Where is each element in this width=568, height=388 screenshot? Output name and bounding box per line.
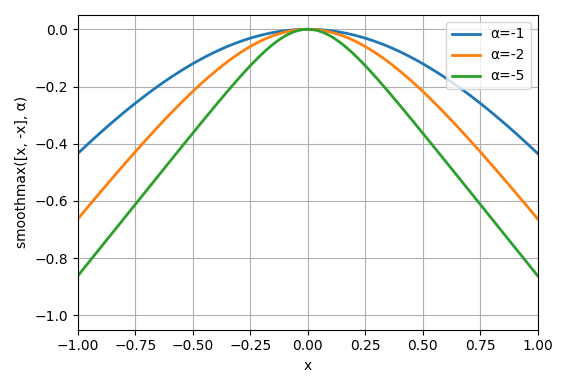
- α=-5: [304, 27, 311, 32]
- α=-2: [452, 122, 459, 127]
- α=-5: [534, 274, 541, 278]
- Line: α=-1: α=-1: [78, 29, 538, 153]
- α=-2: [524, 204, 531, 209]
- α=-1: [74, 151, 81, 156]
- α=-5: [324, 32, 331, 37]
- X-axis label: x: x: [304, 359, 312, 373]
- α=-5: [452, 171, 459, 176]
- Legend: α=-1, α=-2, α=-5: α=-1, α=-2, α=-5: [446, 22, 531, 89]
- Line: α=-2: α=-2: [78, 29, 538, 219]
- Line: α=-5: α=-5: [78, 29, 538, 276]
- α=-5: [349, 50, 356, 55]
- α=-5: [74, 274, 81, 278]
- α=-1: [304, 27, 311, 32]
- α=-1: [524, 142, 531, 146]
- α=-2: [534, 217, 541, 221]
- α=-5: [295, 28, 302, 33]
- α=-1: [295, 27, 302, 32]
- α=-5: [524, 261, 531, 265]
- α=-5: [293, 29, 300, 33]
- α=-1: [452, 83, 459, 87]
- α=-2: [295, 28, 302, 32]
- Y-axis label: smoothmax([x, -x], α): smoothmax([x, -x], α): [15, 96, 29, 248]
- α=-1: [349, 32, 356, 37]
- α=-1: [324, 28, 331, 33]
- α=-2: [304, 27, 311, 32]
- α=-1: [293, 27, 300, 32]
- α=-2: [293, 28, 300, 32]
- α=-1: [534, 151, 541, 156]
- α=-2: [324, 29, 331, 34]
- α=-2: [74, 217, 81, 221]
- α=-2: [349, 38, 356, 42]
